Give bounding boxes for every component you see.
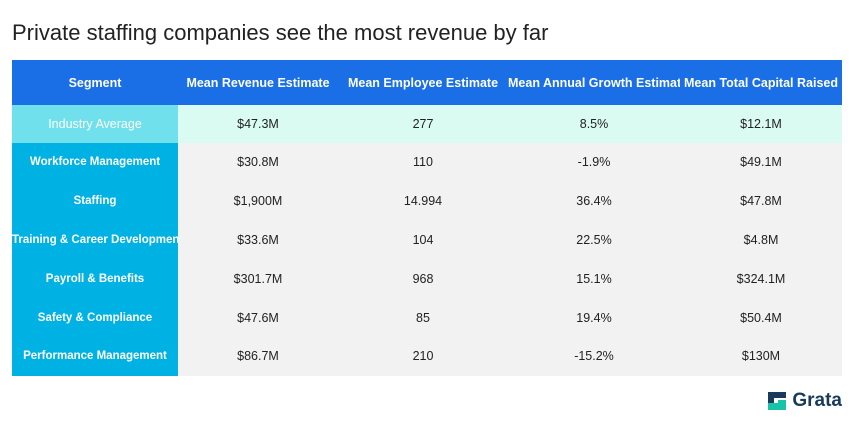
capital-cell: $4.8M (680, 220, 842, 260)
segment-cell: Safety & Compliance (12, 298, 178, 337)
segment-cell: Workforce Management (12, 143, 178, 182)
employees-cell: 110 (338, 143, 508, 182)
segment-cell: Performance Management (12, 336, 178, 376)
capital-cell: $47.8M (680, 181, 842, 221)
growth-cell: 19.4% (508, 298, 680, 337)
capital-cell: $324.1M (680, 259, 842, 299)
column-header-growth: Mean Annual Growth Estimate (508, 60, 680, 105)
header-row: Segment Mean Revenue Estimate Mean Emplo… (12, 60, 842, 105)
revenue-cell: $47.6M (178, 298, 338, 337)
segment-cell: Payroll & Benefits (12, 259, 178, 299)
table-row: Training & Career Development $33.6M 104… (12, 220, 842, 260)
grata-logo-icon (768, 392, 787, 410)
column-header-segment: Segment (12, 60, 178, 105)
employees-cell: 277 (338, 105, 508, 143)
column-header-revenue: Mean Revenue Estimate (178, 60, 338, 105)
capital-cell: $130M (680, 336, 842, 376)
employees-cell: 968 (338, 259, 508, 299)
employees-cell: 210 (338, 336, 508, 376)
growth-cell: -1.9% (508, 143, 680, 182)
capital-cell: $49.1M (680, 143, 842, 182)
revenue-cell: $47.3M (178, 105, 338, 143)
revenue-cell: $1,900M (178, 181, 338, 221)
column-header-employees: Mean Employee Estimate (338, 60, 508, 105)
growth-cell: 22.5% (508, 220, 680, 260)
capital-cell: $50.4M (680, 298, 842, 337)
table-row: Performance Management $86.7M 210 -15.2%… (12, 336, 842, 376)
table-row: Staffing $1,900M 14.994 36.4% $47.8M (12, 181, 842, 221)
employees-cell: 104 (338, 220, 508, 260)
employees-cell: 14.994 (338, 181, 508, 221)
growth-cell: 36.4% (508, 181, 680, 221)
data-table: Segment Mean Revenue Estimate Mean Emplo… (12, 60, 842, 376)
table-row: Workforce Management $30.8M 110 -1.9% $4… (12, 143, 842, 182)
brand-name: Grata (792, 390, 842, 411)
chart-title: Private staffing companies see the most … (12, 20, 549, 45)
revenue-cell: $30.8M (178, 143, 338, 182)
revenue-cell: $33.6M (178, 220, 338, 260)
brand-logo: Grata (767, 390, 842, 412)
growth-cell: -15.2% (508, 336, 680, 376)
segment-cell: Training & Career Development (12, 220, 178, 260)
segment-cell: Industry Average (12, 105, 178, 143)
capital-cell: $12.1M (680, 105, 842, 143)
revenue-cell: $301.7M (178, 259, 338, 299)
segment-cell: Staffing (12, 181, 178, 221)
growth-cell: 15.1% (508, 259, 680, 299)
employees-cell: 85 (338, 298, 508, 337)
column-header-capital: Mean Total Capital Raised (680, 60, 842, 105)
revenue-cell: $86.7M (178, 336, 338, 376)
growth-cell: 8.5% (508, 105, 680, 143)
table-row: Safety & Compliance $47.6M 85 19.4% $50.… (12, 298, 842, 337)
table-row: Payroll & Benefits $301.7M 968 15.1% $32… (12, 259, 842, 299)
table-row-industry-average: Industry Average $47.3M 277 8.5% $12.1M (12, 105, 842, 143)
